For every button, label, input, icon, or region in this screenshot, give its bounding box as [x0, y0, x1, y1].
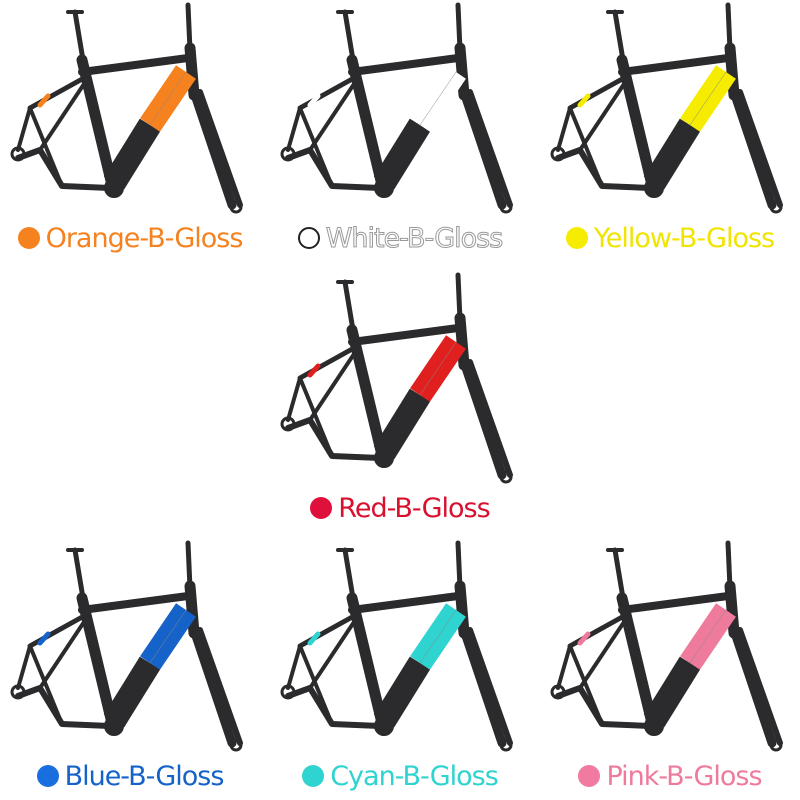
variant-orange-b-gloss: Orange-B-Gloss	[0, 0, 260, 260]
variant-yellow-b-gloss: Yellow-B-Gloss	[540, 0, 800, 260]
variant-name: Blue-B-Gloss	[64, 760, 225, 792]
variant-label: Orange-B-Gloss	[0, 218, 260, 258]
variant-name: Orange-B-Gloss	[45, 222, 244, 254]
color-swatch	[565, 227, 588, 249]
color-swatch	[578, 765, 601, 787]
variant-label: White-B-Gloss	[270, 218, 530, 258]
variant-label: Blue-B-Gloss	[0, 756, 260, 796]
variant-name: Yellow-B-Gloss	[593, 222, 775, 254]
variant-pink-b-gloss: Pink-B-Gloss	[540, 538, 800, 798]
variant-label: Yellow-B-Gloss	[540, 218, 800, 258]
bike-frame-image	[10, 540, 243, 752]
variant-cyan-b-gloss: Cyan-B-Gloss	[270, 538, 530, 798]
bike-frame-image	[550, 2, 783, 214]
bike-frame-image	[280, 2, 513, 214]
variant-label: Pink-B-Gloss	[540, 756, 800, 796]
bike-frame-image	[10, 2, 243, 214]
variant-name: Pink-B-Gloss	[606, 760, 762, 792]
color-swatch	[310, 497, 333, 519]
variant-white-b-gloss: White-B-Gloss	[270, 0, 530, 260]
variant-label: Cyan-B-Gloss	[270, 756, 530, 796]
color-swatch	[17, 227, 40, 249]
bike-frame-image	[550, 540, 783, 752]
variant-name: Cyan-B-Gloss	[330, 760, 499, 792]
variant-name: Red-B-Gloss	[338, 492, 490, 524]
variant-red-b-gloss: Red-B-Gloss	[270, 270, 530, 530]
bike-frame-image	[280, 272, 513, 484]
variant-label: Red-B-Gloss	[270, 488, 530, 528]
color-swatch	[302, 765, 325, 787]
color-swatch	[297, 227, 320, 249]
bike-frame-image	[280, 540, 513, 752]
variant-blue-b-gloss: Blue-B-Gloss	[0, 538, 260, 798]
color-swatch	[36, 765, 59, 787]
variant-name: White-B-Gloss	[325, 222, 504, 254]
